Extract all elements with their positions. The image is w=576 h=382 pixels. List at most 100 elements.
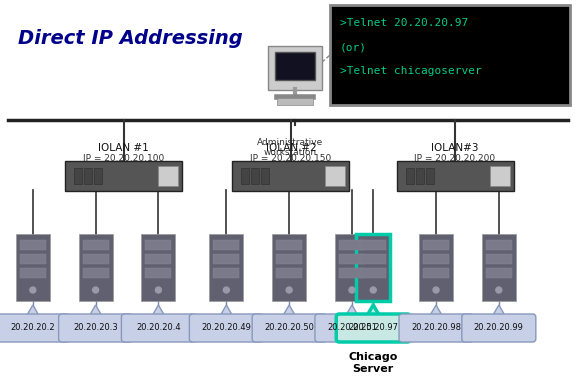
- Text: Chicago
Server: Chicago Server: [348, 352, 398, 374]
- FancyBboxPatch shape: [20, 254, 46, 264]
- FancyBboxPatch shape: [356, 234, 391, 301]
- Text: 20.20.20.50: 20.20.20.50: [264, 324, 314, 332]
- Text: 20.20.20.97: 20.20.20.97: [348, 324, 398, 332]
- FancyBboxPatch shape: [190, 314, 263, 342]
- FancyBboxPatch shape: [486, 268, 512, 278]
- FancyBboxPatch shape: [423, 268, 449, 278]
- Circle shape: [30, 287, 36, 293]
- FancyBboxPatch shape: [209, 234, 244, 301]
- Polygon shape: [151, 305, 165, 317]
- FancyBboxPatch shape: [339, 240, 365, 250]
- FancyBboxPatch shape: [486, 254, 512, 264]
- Text: 20.20.20.49: 20.20.20.49: [202, 324, 251, 332]
- Circle shape: [223, 287, 229, 293]
- FancyBboxPatch shape: [339, 254, 365, 264]
- FancyBboxPatch shape: [396, 161, 514, 191]
- FancyBboxPatch shape: [399, 314, 473, 342]
- Polygon shape: [89, 305, 103, 317]
- FancyBboxPatch shape: [65, 161, 183, 191]
- FancyBboxPatch shape: [145, 254, 172, 264]
- FancyBboxPatch shape: [415, 168, 423, 184]
- FancyBboxPatch shape: [423, 254, 449, 264]
- Circle shape: [370, 287, 376, 293]
- Text: IP = 20.20.20.100: IP = 20.20.20.100: [83, 154, 165, 162]
- FancyBboxPatch shape: [94, 168, 103, 184]
- FancyBboxPatch shape: [82, 254, 109, 264]
- Polygon shape: [26, 305, 40, 317]
- FancyBboxPatch shape: [490, 166, 510, 186]
- FancyBboxPatch shape: [145, 268, 172, 278]
- FancyBboxPatch shape: [315, 314, 389, 342]
- Text: 20.20.20.51: 20.20.20.51: [327, 324, 377, 332]
- Text: Administrative
workstation: Administrative workstation: [257, 138, 323, 157]
- Text: IP = 20.20.20.150: IP = 20.20.20.150: [250, 154, 332, 162]
- FancyBboxPatch shape: [419, 234, 453, 301]
- FancyBboxPatch shape: [330, 5, 570, 105]
- FancyBboxPatch shape: [277, 98, 313, 105]
- FancyBboxPatch shape: [84, 168, 92, 184]
- FancyBboxPatch shape: [262, 168, 270, 184]
- Circle shape: [349, 287, 355, 293]
- Polygon shape: [366, 305, 380, 317]
- Circle shape: [93, 287, 98, 293]
- Text: 20.20.20.2: 20.20.20.2: [10, 324, 55, 332]
- FancyBboxPatch shape: [276, 240, 302, 250]
- FancyBboxPatch shape: [213, 268, 240, 278]
- FancyBboxPatch shape: [158, 166, 179, 186]
- Circle shape: [496, 287, 502, 293]
- Polygon shape: [345, 305, 359, 317]
- FancyBboxPatch shape: [213, 254, 240, 264]
- FancyBboxPatch shape: [482, 234, 516, 301]
- FancyBboxPatch shape: [232, 161, 350, 191]
- FancyBboxPatch shape: [360, 268, 386, 278]
- FancyBboxPatch shape: [78, 234, 113, 301]
- Text: IOLAN#3: IOLAN#3: [431, 143, 479, 153]
- Polygon shape: [492, 305, 506, 317]
- Text: 20.20.20.4: 20.20.20.4: [136, 324, 181, 332]
- FancyBboxPatch shape: [59, 314, 132, 342]
- Text: 20.20.20.99: 20.20.20.99: [474, 324, 524, 332]
- FancyBboxPatch shape: [20, 240, 46, 250]
- FancyBboxPatch shape: [336, 314, 410, 342]
- FancyBboxPatch shape: [276, 254, 302, 264]
- FancyBboxPatch shape: [462, 314, 536, 342]
- Polygon shape: [282, 305, 296, 317]
- FancyBboxPatch shape: [82, 240, 109, 250]
- Text: Direct IP Addressing: Direct IP Addressing: [18, 29, 242, 47]
- Text: >Telnet chicagoserver: >Telnet chicagoserver: [340, 66, 482, 76]
- FancyBboxPatch shape: [325, 166, 346, 186]
- FancyBboxPatch shape: [275, 52, 315, 80]
- Polygon shape: [429, 305, 443, 317]
- Text: IOLAN #2: IOLAN #2: [266, 143, 316, 153]
- FancyBboxPatch shape: [252, 314, 326, 342]
- FancyBboxPatch shape: [276, 268, 302, 278]
- FancyBboxPatch shape: [486, 240, 512, 250]
- Polygon shape: [219, 305, 233, 317]
- FancyBboxPatch shape: [360, 254, 386, 264]
- FancyBboxPatch shape: [0, 314, 70, 342]
- FancyBboxPatch shape: [122, 314, 195, 342]
- Circle shape: [156, 287, 161, 293]
- FancyBboxPatch shape: [141, 234, 176, 301]
- FancyBboxPatch shape: [272, 234, 306, 301]
- Text: 20.20.20.3: 20.20.20.3: [73, 324, 118, 332]
- FancyBboxPatch shape: [426, 168, 434, 184]
- FancyBboxPatch shape: [16, 234, 50, 301]
- Text: >Telnet 20.20.20.97: >Telnet 20.20.20.97: [340, 18, 468, 28]
- FancyBboxPatch shape: [423, 240, 449, 250]
- FancyBboxPatch shape: [74, 168, 82, 184]
- FancyBboxPatch shape: [241, 168, 249, 184]
- FancyBboxPatch shape: [339, 268, 365, 278]
- FancyBboxPatch shape: [145, 240, 172, 250]
- FancyBboxPatch shape: [82, 268, 109, 278]
- Text: IP = 20.20.20.200: IP = 20.20.20.200: [415, 154, 495, 162]
- FancyBboxPatch shape: [360, 240, 386, 250]
- Text: IOLAN #1: IOLAN #1: [98, 143, 149, 153]
- FancyBboxPatch shape: [268, 46, 322, 90]
- FancyBboxPatch shape: [251, 168, 259, 184]
- Text: 20.20.20.98: 20.20.20.98: [411, 324, 461, 332]
- FancyBboxPatch shape: [20, 268, 46, 278]
- FancyBboxPatch shape: [406, 168, 414, 184]
- Circle shape: [286, 287, 292, 293]
- FancyBboxPatch shape: [335, 234, 369, 301]
